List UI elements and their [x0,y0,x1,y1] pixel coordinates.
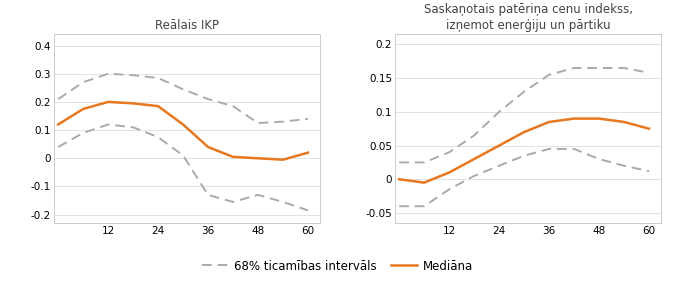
Legend: 68% ticamības intervāls, Mediāna: 68% ticamības intervāls, Mediāna [197,255,478,277]
Title: Reālais IKP: Reālais IKP [155,19,219,32]
Title: Saskaņotais patēriņa cenu indekss,
izņemot enerģiju un pārtiku: Saskaņotais patēriņa cenu indekss, izņem… [424,3,632,32]
